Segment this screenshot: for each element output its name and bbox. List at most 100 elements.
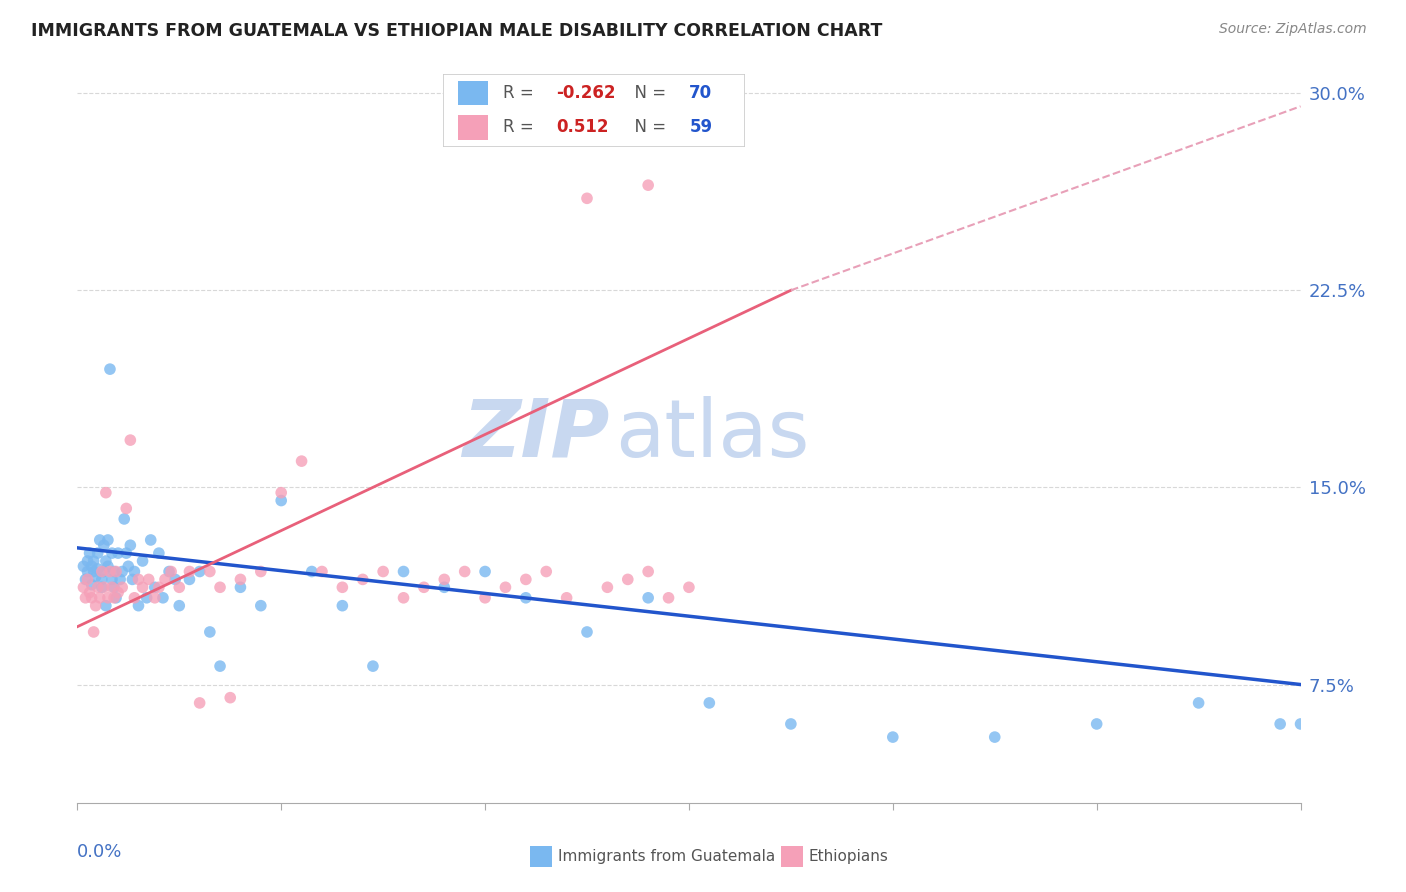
Text: R =: R =: [503, 84, 540, 102]
Point: [495, 580, 517, 594]
Point: [290, 454, 312, 468]
Point: [87, 562, 110, 576]
Point: [107, 546, 129, 560]
Point: [138, 573, 160, 587]
Point: [90, 580, 112, 594]
Point: [76, 565, 98, 579]
Point: [108, 573, 131, 587]
Point: [515, 591, 537, 605]
Point: [94, 485, 117, 500]
Point: [596, 580, 619, 594]
Point: [157, 565, 180, 579]
Point: [80, 559, 103, 574]
Point: [413, 580, 436, 594]
Point: [188, 565, 211, 579]
Y-axis label: Male Disability: Male Disability: [0, 379, 7, 491]
Point: [332, 599, 354, 613]
Point: [93, 580, 115, 594]
Point: [148, 546, 170, 560]
Point: [169, 599, 191, 613]
Point: [115, 546, 138, 560]
Point: [179, 573, 201, 587]
Point: [117, 559, 139, 574]
Point: [658, 591, 681, 605]
Point: [143, 580, 166, 594]
Point: [148, 580, 170, 594]
Text: IMMIGRANTS FROM GUATEMALA VS ETHIOPIAN MALE DISABILITY CORRELATION CHART: IMMIGRANTS FROM GUATEMALA VS ETHIOPIAN M…: [31, 22, 883, 40]
Point: [165, 573, 187, 587]
Text: R =: R =: [503, 118, 544, 136]
Point: [188, 696, 211, 710]
Point: [208, 659, 231, 673]
Bar: [458, 115, 488, 140]
Point: [87, 580, 110, 594]
Point: [637, 178, 659, 193]
Point: [124, 565, 146, 579]
Point: [637, 591, 659, 605]
Point: [89, 591, 111, 605]
Point: [250, 599, 273, 613]
Point: [250, 565, 273, 579]
Point: [112, 512, 135, 526]
Point: [87, 546, 110, 560]
Point: [576, 624, 599, 639]
Point: [127, 599, 149, 613]
Text: N =: N =: [624, 84, 672, 102]
Bar: [458, 80, 488, 105]
Point: [105, 591, 128, 605]
Point: [80, 577, 103, 591]
Point: [93, 538, 115, 552]
Point: [392, 565, 415, 579]
Text: Source: ZipAtlas.com: Source: ZipAtlas.com: [1219, 22, 1367, 37]
Point: [94, 599, 117, 613]
Text: 70: 70: [689, 84, 713, 102]
Point: [75, 591, 97, 605]
Point: [361, 659, 384, 673]
Point: [84, 599, 107, 613]
Point: [111, 580, 134, 594]
Point: [779, 717, 801, 731]
Point: [229, 580, 252, 594]
Point: [143, 591, 166, 605]
Point: [1085, 717, 1108, 731]
Point: [97, 591, 120, 605]
Point: [84, 570, 107, 584]
Point: [637, 565, 659, 579]
Point: [103, 580, 125, 594]
Point: [392, 591, 415, 605]
Point: [433, 580, 456, 594]
Point: [90, 565, 112, 579]
Point: [1289, 717, 1312, 731]
Point: [107, 585, 129, 599]
Point: [98, 362, 121, 376]
Point: [699, 696, 721, 710]
Point: [120, 433, 142, 447]
Point: [121, 573, 143, 587]
Point: [83, 554, 105, 568]
Point: [270, 493, 292, 508]
Point: [534, 565, 557, 579]
Point: [270, 485, 292, 500]
Point: [617, 573, 640, 587]
Point: [76, 554, 98, 568]
Point: [1268, 717, 1291, 731]
Point: [127, 573, 149, 587]
Point: [98, 565, 121, 579]
Point: [219, 690, 242, 705]
Point: [984, 730, 1007, 744]
Point: [352, 573, 374, 587]
Point: [124, 591, 146, 605]
Point: [80, 591, 103, 605]
Point: [1187, 696, 1209, 710]
Point: [301, 565, 323, 579]
Point: [115, 501, 138, 516]
Point: [101, 573, 124, 587]
Point: [169, 580, 191, 594]
Point: [198, 624, 221, 639]
Point: [105, 565, 128, 579]
Point: [332, 580, 354, 594]
Point: [131, 554, 153, 568]
Point: [453, 565, 475, 579]
Point: [198, 565, 221, 579]
Point: [311, 565, 333, 579]
